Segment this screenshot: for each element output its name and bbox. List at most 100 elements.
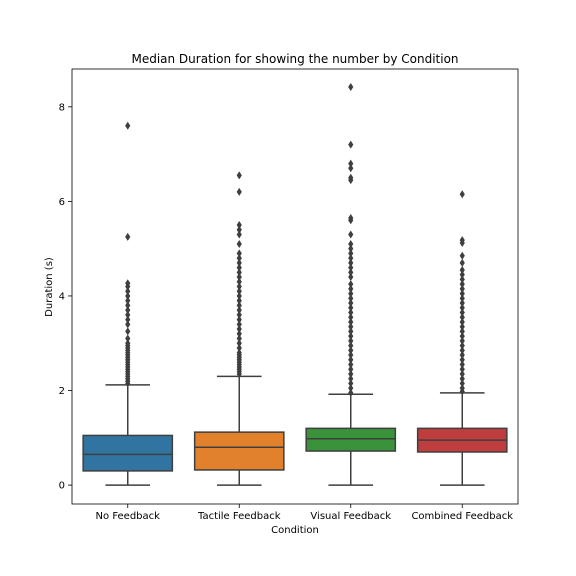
outlier-point bbox=[348, 263, 354, 272]
outlier-point bbox=[348, 303, 354, 312]
outlier-point bbox=[236, 254, 242, 263]
outlier-point bbox=[459, 308, 465, 317]
outlier-point bbox=[348, 355, 354, 364]
outlier-point bbox=[236, 301, 242, 310]
outlier-point bbox=[348, 239, 354, 248]
outlier-point bbox=[459, 190, 465, 199]
y-tick-label: 2 bbox=[59, 386, 65, 397]
outlier-point bbox=[459, 294, 465, 303]
outlier-point bbox=[236, 187, 242, 196]
outlier-point bbox=[236, 348, 242, 357]
outlier-point bbox=[459, 313, 465, 322]
outlier-point bbox=[348, 360, 354, 369]
outlier-point bbox=[125, 121, 131, 130]
outlier-point bbox=[236, 225, 242, 234]
outlier-point bbox=[348, 254, 354, 263]
outlier-point bbox=[348, 258, 354, 267]
box-tactile-feedback bbox=[193, 171, 285, 486]
outlier-point bbox=[459, 346, 465, 355]
outlier-point bbox=[459, 289, 465, 298]
x-axis-label: Condition bbox=[271, 525, 319, 536]
y-tick-label: 6 bbox=[59, 197, 65, 208]
outlier-point bbox=[236, 263, 242, 272]
outlier-point bbox=[459, 336, 465, 345]
outlier-point bbox=[236, 296, 242, 305]
y-axis-ticks: 0 2 4 6 8 bbox=[59, 102, 72, 492]
outlier-point bbox=[125, 279, 131, 288]
outlier-point bbox=[348, 140, 354, 149]
outlier-point bbox=[348, 346, 354, 355]
box-no-feedback bbox=[82, 121, 174, 486]
outlier-point bbox=[236, 277, 242, 286]
outlier-point bbox=[459, 327, 465, 336]
outlier-point bbox=[125, 287, 131, 296]
outlier-point bbox=[348, 268, 354, 277]
outlier-point bbox=[459, 270, 465, 279]
outlier-point bbox=[348, 365, 354, 374]
outlier-point bbox=[348, 244, 354, 253]
outlier-point bbox=[236, 334, 242, 343]
outlier-point bbox=[348, 159, 354, 168]
y-axis-label: Duration (s) bbox=[44, 257, 55, 317]
outlier-point bbox=[236, 310, 242, 319]
outlier-point bbox=[459, 317, 465, 326]
outlier-point bbox=[348, 289, 354, 298]
outlier-point bbox=[236, 268, 242, 277]
outlier-point bbox=[348, 213, 354, 222]
outlier-point bbox=[348, 322, 354, 331]
outlier-point bbox=[125, 310, 131, 319]
outlier-point bbox=[459, 258, 465, 267]
outlier-point bbox=[459, 280, 465, 289]
y-tick-label: 8 bbox=[59, 102, 65, 113]
outlier-point bbox=[459, 384, 465, 393]
plot-marks bbox=[82, 82, 508, 486]
outlier-point bbox=[348, 273, 354, 282]
outlier-point bbox=[459, 275, 465, 284]
outlier-point bbox=[348, 369, 354, 378]
x-tick-label: No Feedback bbox=[96, 511, 161, 522]
outlier-point bbox=[125, 291, 131, 300]
outlier-point bbox=[348, 313, 354, 322]
outlier-point bbox=[236, 291, 242, 300]
outlier-point bbox=[125, 339, 131, 348]
outlier-point bbox=[348, 384, 354, 393]
outlier-point bbox=[236, 221, 242, 230]
outlier-point bbox=[459, 236, 465, 245]
outlier-point bbox=[348, 374, 354, 383]
outlier-point bbox=[236, 273, 242, 282]
outlier-point bbox=[125, 320, 131, 329]
outlier-point bbox=[236, 306, 242, 315]
outlier-point bbox=[459, 251, 465, 260]
outlier-point bbox=[348, 308, 354, 317]
outlier-point bbox=[459, 374, 465, 383]
iqr-box bbox=[193, 431, 285, 471]
outlier-point bbox=[459, 379, 465, 388]
outlier-point bbox=[348, 379, 354, 388]
outlier-point bbox=[125, 334, 131, 343]
outlier-point bbox=[236, 282, 242, 291]
outlier-point bbox=[459, 341, 465, 350]
outlier-point bbox=[236, 249, 242, 258]
outlier-point bbox=[459, 332, 465, 341]
box-visual-feedback bbox=[305, 82, 397, 486]
outlier-point bbox=[236, 329, 242, 338]
y-tick-label: 4 bbox=[59, 291, 65, 302]
box-combined-feedback bbox=[416, 190, 508, 486]
x-tick-label: Visual Feedback bbox=[310, 511, 391, 522]
outlier-point bbox=[348, 327, 354, 336]
outlier-point bbox=[125, 327, 131, 336]
outlier-point bbox=[348, 294, 354, 303]
outlier-point bbox=[348, 341, 354, 350]
outlier-point bbox=[348, 388, 354, 397]
outlier-point bbox=[236, 171, 242, 180]
outlier-point bbox=[459, 355, 465, 364]
x-axis-ticks: No Feedback Tactile Feedback Visual Feedba… bbox=[96, 504, 513, 522]
y-tick-label: 0 bbox=[59, 481, 65, 492]
outlier-point bbox=[348, 280, 354, 289]
outlier-point bbox=[236, 230, 242, 239]
outlier-point bbox=[459, 351, 465, 360]
chart-title: Median Duration for showing the number b… bbox=[131, 52, 458, 66]
outlier-point bbox=[236, 343, 242, 352]
outlier-point bbox=[236, 287, 242, 296]
